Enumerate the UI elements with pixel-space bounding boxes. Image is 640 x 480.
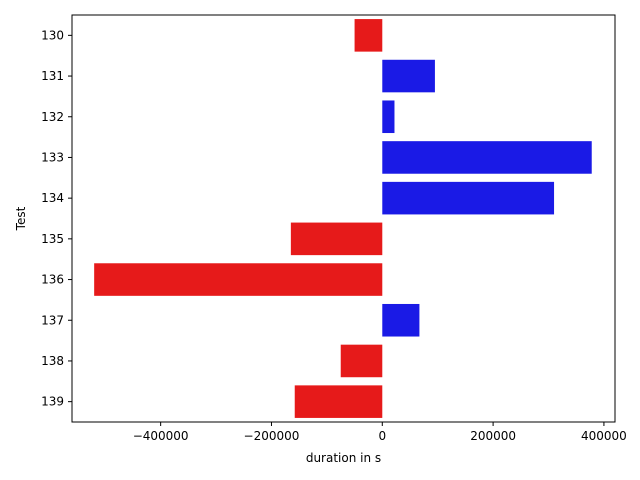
x-tick-label: 400000 [581, 429, 627, 443]
y-tick-label: 137 [41, 313, 64, 327]
y-tick-label: 136 [41, 273, 64, 287]
bar-139 [294, 385, 383, 418]
y-axis-ticks: 130 131 132 133 134 135 136 137 138 139 [41, 28, 72, 409]
y-tick-label: 138 [41, 354, 64, 368]
bar-131 [382, 59, 435, 93]
plot-frame [71, 14, 616, 423]
y-tick-label: 131 [41, 69, 64, 83]
bar-137 [382, 303, 420, 337]
x-tick-label: −200000 [244, 429, 300, 443]
y-tick-label: 132 [41, 110, 64, 124]
x-tick-label: 0 [378, 429, 386, 443]
x-axis-ticks: −400000 −200000 0 200000 400000 [133, 422, 627, 443]
bars-group [94, 19, 592, 418]
x-tick-label: 200000 [470, 429, 516, 443]
y-tick-label: 133 [41, 150, 64, 164]
bar-132 [382, 100, 395, 134]
y-axis-label: Test [14, 206, 28, 231]
bar-135 [290, 222, 383, 256]
y-tick-label: 134 [41, 191, 64, 205]
bar-130 [354, 19, 383, 52]
y-tick-label: 135 [41, 232, 64, 246]
y-tick-label: 139 [41, 395, 64, 409]
bar-138 [340, 344, 383, 378]
x-axis-label: duration in s [306, 451, 381, 465]
y-tick-label: 130 [41, 28, 64, 42]
bar-133 [382, 141, 592, 174]
x-tick-label: −400000 [133, 429, 189, 443]
bar-136 [94, 263, 383, 296]
bar-134 [382, 181, 555, 215]
